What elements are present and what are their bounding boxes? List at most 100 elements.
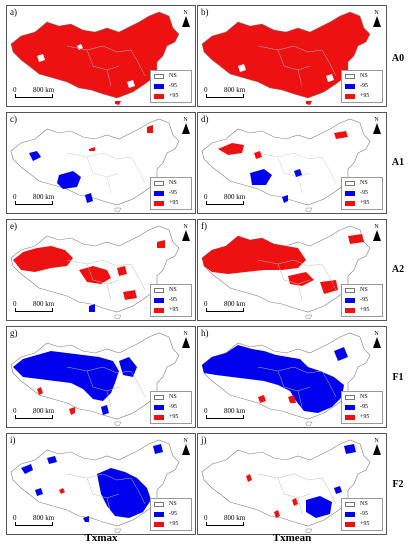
province-borders	[66, 259, 146, 301]
positive-region	[89, 147, 95, 151]
china-map-d	[201, 118, 371, 213]
scale-bar: 0 800 km	[13, 407, 54, 421]
scale-bar: 0 800 km	[13, 514, 54, 528]
map-legend: NS -95 +95	[150, 177, 192, 210]
panel-label: a)	[10, 7, 17, 17]
north-arrow-icon: N	[372, 224, 381, 241]
hainan-island	[115, 101, 121, 105]
map-panel-g: g) N 0 800 km NS -95 +95	[6, 326, 196, 428]
china-map-b	[201, 11, 371, 105]
column-label-txmax: Txmax	[84, 532, 118, 544]
negative-region	[85, 193, 93, 203]
map-legend: NS -95 +95	[341, 498, 383, 531]
scale-bar: 0 800 km	[204, 300, 245, 314]
map-panel-j: j) N 0 800 km NS -95 +95	[197, 433, 387, 535]
scale-bar: 0 800 km	[13, 300, 54, 314]
hainan-island	[305, 207, 313, 213]
scale-bar: 0 800 km	[204, 407, 245, 421]
hainan-island	[306, 101, 312, 105]
china-outline	[201, 118, 371, 206]
negative-region	[29, 151, 41, 161]
negative-region	[35, 488, 43, 496]
province-borders	[66, 152, 146, 194]
province-borders	[257, 366, 337, 408]
map-legend: NS -95 +95	[341, 284, 383, 317]
province-borders	[66, 45, 146, 87]
negative-region	[21, 464, 33, 474]
negative-region	[334, 486, 342, 494]
negative-region	[306, 496, 332, 518]
row-label-a2: A2	[391, 264, 405, 275]
panel-label: j)	[201, 435, 207, 445]
province-borders	[66, 473, 146, 515]
positive-region	[123, 290, 137, 300]
positive-region	[117, 266, 127, 276]
hainan-island	[305, 421, 313, 427]
row-label-f2: F2	[392, 479, 404, 490]
map-legend: NS -95 +95	[341, 70, 383, 103]
province-borders	[257, 45, 337, 87]
province-borders	[257, 259, 337, 301]
negative-region	[97, 468, 151, 518]
negative-region	[83, 516, 89, 522]
positive-region	[59, 488, 65, 494]
panel-label: g)	[10, 328, 18, 338]
north-arrow-icon: N	[181, 331, 190, 348]
china-map-j	[201, 439, 371, 534]
positive-region	[202, 236, 306, 274]
panel-label: c)	[10, 114, 17, 124]
map-panel-h: h) N 0 800 km NS -95 +95	[197, 326, 387, 428]
panel-label: f)	[201, 221, 207, 231]
row-label-f1: F1	[392, 372, 404, 383]
positive-region	[69, 407, 75, 415]
ns-patch	[238, 64, 246, 72]
positive-region	[147, 125, 153, 133]
positive-region	[288, 272, 314, 286]
panel-label: h)	[201, 328, 209, 338]
positive-region	[288, 395, 296, 403]
hainan-island	[114, 207, 122, 213]
positive-region	[254, 151, 262, 159]
north-arrow-icon: N	[181, 224, 190, 241]
panel-label: b)	[201, 7, 209, 17]
map-legend: NS -95 +95	[150, 391, 192, 424]
map-legend: NS -95 +95	[150, 284, 192, 317]
positive-region	[79, 266, 111, 284]
china-map-h	[201, 332, 371, 427]
china-map-f	[201, 225, 371, 320]
scale-bar: 0 800 km	[13, 86, 54, 100]
map-panel-b: b) N 0 800 km NS -95 +95	[197, 5, 387, 107]
map-panel-a: a) N 0 800 km NS -95 +95	[6, 5, 196, 107]
province-borders	[66, 366, 146, 408]
scale-bar: 0 800 km	[204, 514, 245, 528]
map-legend: NS -95 +95	[150, 498, 192, 531]
negative-region	[13, 351, 119, 401]
positive-region	[13, 246, 73, 272]
scale-bar: 0 800 km	[13, 193, 54, 207]
map-panel-e: e) N 0 800 km NS -95 +95	[6, 219, 196, 321]
map-panel-i: i) N 0 800 km NS -95 +95	[6, 433, 196, 535]
province-borders	[257, 152, 337, 194]
row-label-a0: A0	[391, 53, 405, 64]
ns-patch	[37, 54, 45, 62]
ns-patch	[326, 74, 334, 82]
positive-region	[348, 234, 364, 244]
panel-label: i)	[10, 435, 16, 445]
positive-region	[320, 280, 338, 294]
positive-region	[258, 395, 266, 403]
hainan-island	[305, 528, 313, 534]
china-map-a	[10, 11, 180, 105]
negative-region	[294, 169, 302, 177]
hainan-island	[114, 314, 122, 320]
map-legend: NS -95 +95	[150, 70, 192, 103]
scale-bar: 0 800 km	[204, 193, 245, 207]
hainan-island	[305, 314, 313, 320]
negative-region	[47, 456, 57, 464]
negative-region	[89, 304, 95, 312]
positive-region	[292, 498, 298, 506]
hainan-island	[114, 421, 122, 427]
row-label-a1: A1	[391, 157, 405, 168]
negative-region	[282, 195, 288, 203]
ns-patch	[127, 80, 135, 88]
positive-region	[334, 131, 348, 139]
